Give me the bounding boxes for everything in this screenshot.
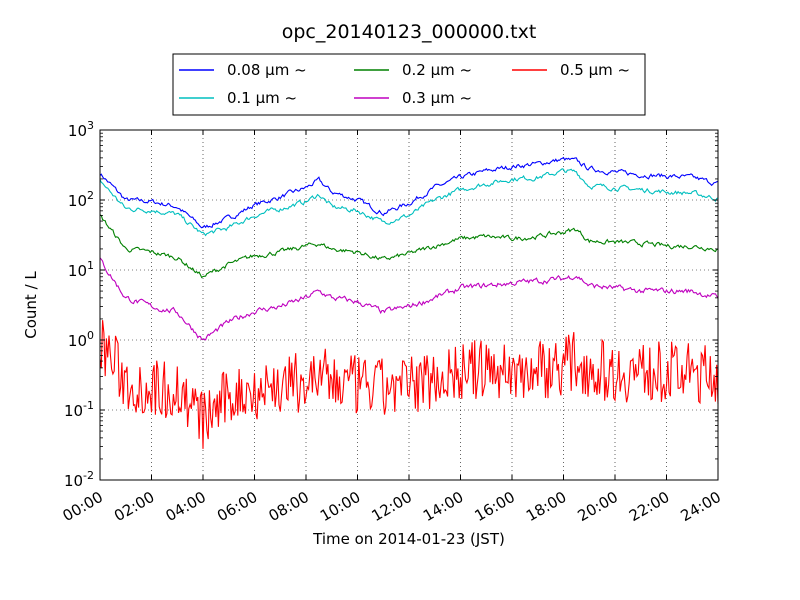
legend-label: 0.1 μm ~ [227, 89, 297, 107]
x-tick-label: 16:00 [472, 488, 518, 525]
series-line [99, 320, 719, 449]
legend-label: 0.5 μm ~ [560, 61, 630, 79]
y-tick-label: 10-1 [64, 399, 94, 420]
x-tick-label: 02:00 [111, 488, 157, 525]
y-axis-label: Count / L [22, 271, 40, 339]
legend: 0.08 μm ~ 0.1 μm ~ 0.2 μm ~ 0.3 μm ~ 0.5 μm … [172, 53, 646, 116]
x-tick-label: 10:00 [317, 488, 363, 525]
y-tick-label: 100 [68, 329, 94, 350]
x-tick-labels: 00:00 02:00 04:00 06:00 08:00 10:00 12:00 14:00… [60, 488, 724, 525]
chart-title: opc_20140123_000000.txt [282, 21, 537, 43]
grid [100, 130, 718, 480]
series-lines [99, 156, 719, 449]
legend-box [172, 53, 646, 116]
legend-label: 0.3 μm ~ [402, 89, 472, 107]
series-line [99, 257, 719, 341]
x-tick-label: 14:00 [420, 488, 466, 525]
series-line [99, 214, 719, 279]
y-tick-label: 102 [68, 189, 94, 210]
x-tick-label: 06:00 [214, 488, 260, 525]
y-tick-label: 10-2 [64, 469, 94, 490]
x-tick-label: 08:00 [266, 488, 312, 525]
x-tick-label: 04:00 [163, 488, 209, 525]
y-tick-label: 103 [68, 119, 94, 140]
x-tick-label: 18:00 [523, 488, 569, 525]
x-tick-label: 12:00 [369, 488, 415, 525]
x-axis-label: Time on 2014-01-23 (JST) [312, 530, 505, 548]
x-tick-label: 00:00 [60, 488, 106, 525]
x-tick-label: 24:00 [678, 488, 724, 525]
legend-entries: 0.08 μm ~ 0.1 μm ~ 0.2 μm ~ 0.3 μm ~ 0.5 μm … [179, 61, 630, 107]
series-line [99, 156, 719, 229]
legend-label: 0.2 μm ~ [402, 61, 472, 79]
x-tick-label: 20:00 [575, 488, 621, 525]
ticks [99, 129, 719, 481]
x-tick-label: 22:00 [626, 488, 672, 525]
legend-label: 0.08 μm ~ [227, 61, 307, 79]
y-tick-labels: 10-2 10-1 100 101 102 103 [64, 119, 94, 490]
y-tick-label: 101 [68, 259, 94, 280]
series-line [99, 168, 719, 237]
